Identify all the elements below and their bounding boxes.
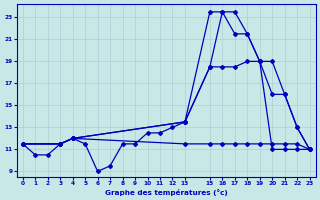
X-axis label: Graphe des températures (°c): Graphe des températures (°c) [105,189,228,196]
